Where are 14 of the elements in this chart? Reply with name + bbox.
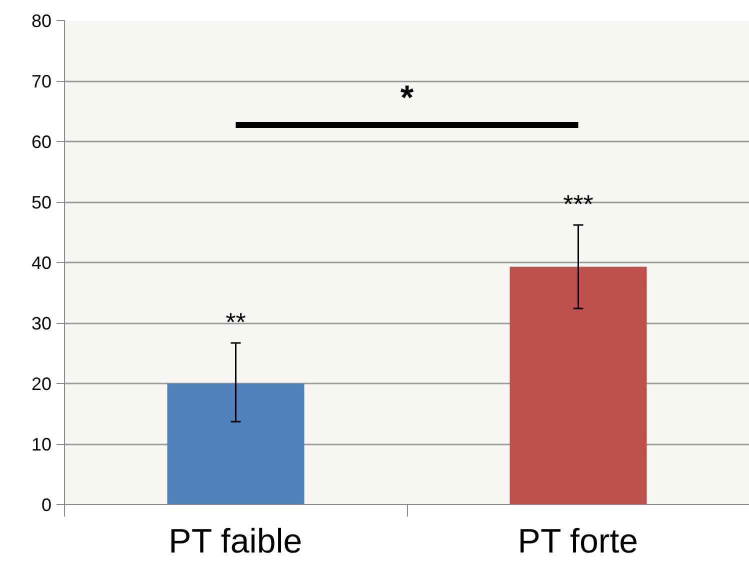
y-tick-label: 60 [31, 132, 52, 152]
x-tick-label: PT forte [518, 522, 638, 560]
y-tick-label: 40 [31, 253, 52, 273]
y-tick-label: 80 [31, 11, 52, 31]
annotation: * [400, 79, 414, 118]
y-tick-label: 20 [31, 374, 52, 394]
y-tick-label: 50 [31, 192, 52, 212]
y-tick-label: 0 [41, 495, 52, 515]
x-tick-label: PT faible [168, 522, 302, 560]
y-tick-label: 10 [31, 434, 52, 454]
y-tick-label: 30 [31, 314, 52, 334]
annotation: *** [563, 188, 594, 219]
y-tick-label: 70 [31, 72, 52, 92]
annotation: ** [226, 306, 246, 337]
